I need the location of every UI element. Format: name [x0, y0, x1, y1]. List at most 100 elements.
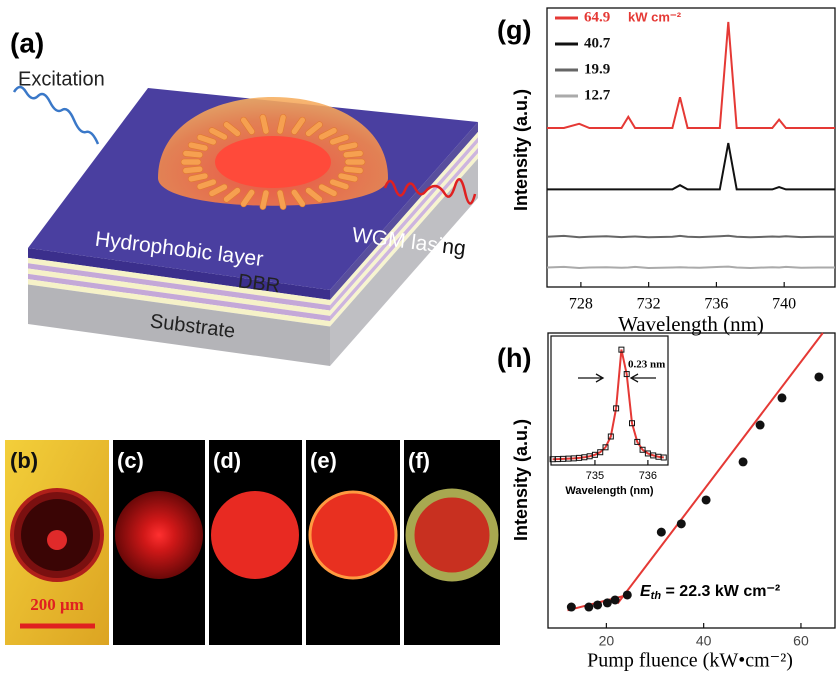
- x-axis-label: Wavelength (nm): [565, 485, 654, 497]
- plot-frame: [547, 332, 836, 629]
- layer: [28, 279, 330, 327]
- panel-label: (b): [10, 448, 38, 473]
- data-point: [610, 595, 620, 605]
- spot: [47, 530, 67, 550]
- plot-frame: [546, 7, 836, 288]
- data-point: [566, 602, 576, 612]
- rod: [208, 183, 228, 197]
- data-point: [738, 457, 748, 467]
- spectrum-line: [547, 142, 835, 191]
- rod: [208, 127, 228, 141]
- rod: [187, 172, 209, 183]
- x-tick-label: 736: [639, 470, 657, 482]
- data-point: [618, 346, 625, 353]
- data-point: [701, 495, 711, 505]
- rod: [240, 116, 255, 135]
- layer: [330, 153, 478, 327]
- annotation-symbol: E: [640, 583, 652, 600]
- rod: [337, 141, 359, 152]
- layer: [330, 122, 478, 300]
- schematic: [28, 88, 478, 366]
- rod: [329, 134, 350, 146]
- layer: [330, 137, 478, 311]
- rod: [318, 183, 338, 197]
- data-point: [597, 449, 604, 456]
- inset-frame: [550, 335, 669, 466]
- panel-label: (f): [408, 448, 430, 473]
- rod: [305, 121, 323, 137]
- layer: [28, 248, 330, 300]
- panel-label: (g): [497, 15, 531, 45]
- lasing-wave: [383, 178, 477, 205]
- data-point: [676, 519, 686, 529]
- data-point: [814, 372, 824, 382]
- data-point: [607, 433, 614, 440]
- rod: [182, 165, 204, 174]
- layer: [28, 273, 330, 322]
- rod: [342, 150, 364, 159]
- layer: [330, 142, 478, 316]
- data-point: [602, 444, 609, 451]
- y-axis-label: Intensity (a.u.): [511, 89, 531, 211]
- data-point: [623, 371, 630, 378]
- panel-label: (a): [10, 27, 44, 58]
- droplet: [308, 490, 398, 580]
- rod: [276, 189, 287, 210]
- legend-label: 40.7: [584, 35, 611, 51]
- droplet: [211, 491, 299, 579]
- fit-line: [616, 332, 824, 605]
- data-point: [622, 590, 632, 600]
- layer: [28, 263, 330, 311]
- data-point: [629, 420, 635, 427]
- panel-label: (e): [310, 448, 337, 473]
- layer: [28, 284, 330, 366]
- rod: [259, 189, 270, 210]
- rod: [276, 114, 287, 135]
- fwhm-arrows: [578, 373, 656, 383]
- data-point: [602, 598, 612, 608]
- layer: [28, 268, 330, 316]
- annotation: Eth = 22.3 kW cm⁻²: [640, 583, 780, 602]
- x-tick-label: 728: [569, 296, 593, 313]
- ring-core: [215, 136, 331, 188]
- legend-label: 12.7: [584, 87, 611, 103]
- legend-label: 64.9: [584, 9, 610, 25]
- x-axis-label: Wavelength (nm): [618, 312, 764, 336]
- rod: [337, 172, 359, 183]
- x-tick-label: 736: [704, 296, 728, 313]
- spectrum-line: [546, 265, 835, 270]
- data-point: [639, 446, 646, 453]
- annotation-text: = 22.3 kW cm⁻²: [661, 583, 780, 600]
- annotation-subscript: th: [651, 590, 662, 602]
- rod: [223, 187, 241, 203]
- layer: [330, 147, 478, 322]
- layer: [330, 131, 478, 306]
- rod: [187, 141, 209, 152]
- data-point: [656, 527, 666, 537]
- rod: [196, 134, 217, 146]
- x-tick-label: 735: [586, 470, 604, 482]
- layer: [28, 257, 330, 306]
- droplet: [405, 488, 499, 582]
- legend-label: 19.9: [584, 61, 610, 77]
- rod: [240, 189, 255, 208]
- rod: [180, 158, 202, 166]
- rod: [291, 189, 306, 208]
- x-tick-label: 20: [599, 633, 615, 649]
- legend-unit: kW cm⁻²: [628, 9, 682, 24]
- rod: [344, 158, 366, 166]
- spectrum-line: [547, 21, 835, 129]
- panel-label: (c): [117, 448, 144, 473]
- rod: [342, 165, 364, 174]
- y-axis-label: Intensity (a.u.): [511, 419, 531, 541]
- data-point: [755, 420, 765, 430]
- rod: [223, 121, 241, 137]
- data-point: [660, 454, 667, 461]
- data-point: [593, 600, 603, 610]
- annotation: 0.23 nm: [628, 359, 665, 371]
- spectrum-line: [546, 234, 835, 239]
- data-point: [777, 393, 787, 403]
- scale-label: 200 μm: [30, 595, 84, 614]
- rod: [182, 150, 204, 159]
